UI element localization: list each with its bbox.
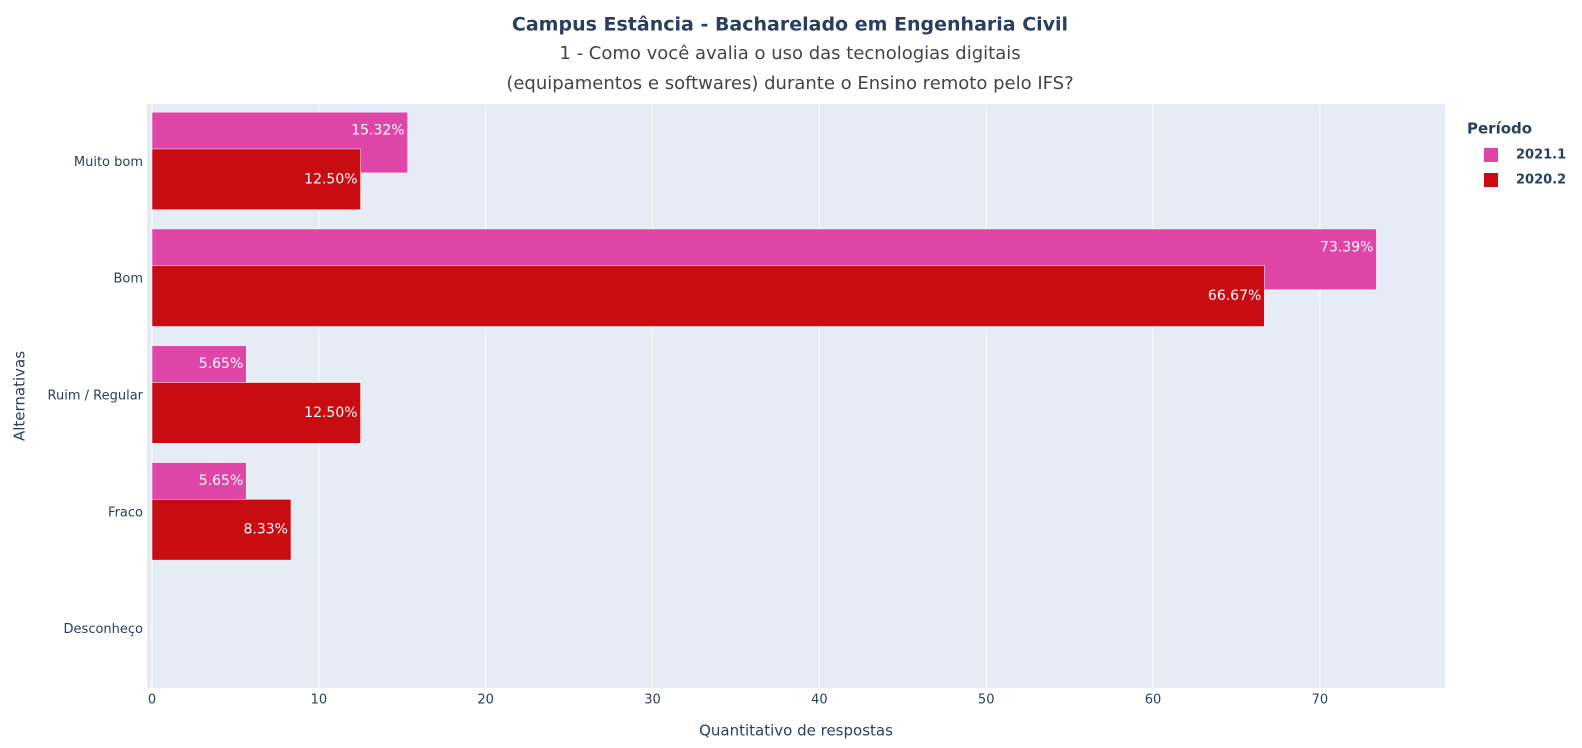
- data-label: 5.65%: [199, 356, 243, 372]
- legend-title: Período: [1467, 120, 1532, 138]
- x-tick-label: 40: [811, 693, 828, 708]
- y-axis-label: Alternativas: [11, 351, 29, 441]
- legend-swatch: [1484, 173, 1498, 187]
- bar: [151, 265, 1265, 327]
- data-label: 12.50%: [304, 171, 357, 187]
- chart-subtitle: 1 - Como você avalia o uso das tecnologi…: [559, 43, 1020, 64]
- y-tick-label: Fraco: [108, 505, 143, 520]
- x-axis-label: Quantitativo de respostas: [699, 722, 893, 740]
- y-tick-label: Bom: [113, 272, 143, 287]
- chart-title: Campus Estância - Bacharelado em Engenha…: [512, 14, 1068, 36]
- data-label: 15.32%: [351, 123, 404, 139]
- y-tick-label: Muito bom: [74, 155, 143, 170]
- chart-subtitle: (equipamentos e softwares) durante o Ens…: [506, 73, 1073, 94]
- data-label: 5.65%: [199, 473, 243, 489]
- bar: [151, 499, 292, 561]
- legend-swatch: [1484, 148, 1498, 162]
- data-label: 12.50%: [304, 405, 357, 421]
- bar: [151, 382, 361, 444]
- x-tick-label: 10: [311, 693, 328, 708]
- legend-label: 2020.2: [1516, 173, 1566, 188]
- x-tick-label: 70: [1312, 693, 1329, 708]
- data-label: 66.67%: [1208, 288, 1261, 304]
- x-tick-label: 30: [644, 693, 661, 708]
- data-label: 73.39%: [1320, 239, 1373, 255]
- y-tick-label: Desconheço: [64, 622, 144, 637]
- x-tick-label: 0: [148, 693, 156, 708]
- data-label: 8.33%: [243, 522, 287, 538]
- legend-label: 2021.1: [1516, 148, 1566, 163]
- x-tick-label: 50: [978, 693, 995, 708]
- x-tick-label: 20: [477, 693, 494, 708]
- bar: [151, 148, 361, 210]
- plot-area: [147, 104, 1445, 688]
- y-tick-label: Ruim / Regular: [48, 389, 144, 404]
- x-tick-label: 60: [1145, 693, 1162, 708]
